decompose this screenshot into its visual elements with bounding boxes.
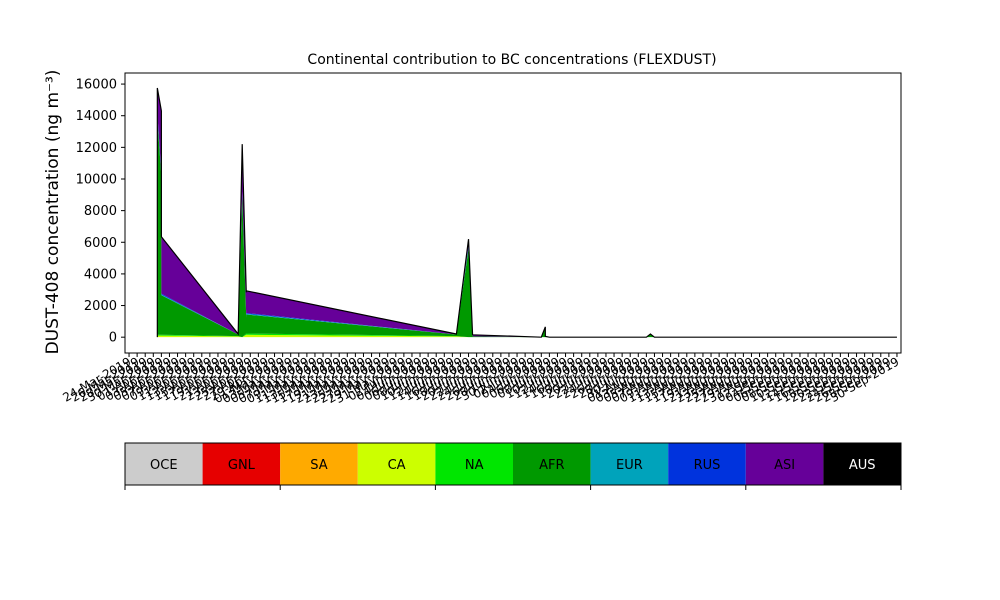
- y-tick-label: 14000: [76, 109, 117, 124]
- chart-title: Continental contribution to BC concentra…: [307, 52, 716, 68]
- y-tick-label: 6000: [84, 236, 117, 251]
- y-tick-label: 8000: [84, 204, 117, 219]
- total-line: [156, 87, 897, 338]
- y-axis-label: DUST-408 concentration (ng m⁻³): [43, 70, 63, 355]
- legend-swatch-ca: [357, 443, 436, 485]
- area-asi: [157, 88, 897, 338]
- y-tick-label: 4000: [84, 267, 117, 282]
- legend-label-eur: EUR: [616, 458, 643, 473]
- legend-label-rus: RUS: [694, 458, 721, 473]
- y-tick-label: 2000: [84, 299, 117, 314]
- y-tick-label: 12000: [76, 141, 117, 156]
- legend-swatch-oce: [125, 443, 203, 485]
- y-tick-label: 0: [109, 331, 117, 346]
- legend-label-na: NA: [465, 458, 484, 473]
- legend-swatch-rus: [668, 443, 746, 485]
- legend-swatch-afr: [513, 443, 591, 485]
- legend-label-gnl: GNL: [228, 458, 256, 473]
- legend-swatch-na: [435, 443, 513, 485]
- legend-frame: [124, 442, 902, 486]
- total-outline: [156, 87, 897, 338]
- area-ca: [157, 334, 897, 338]
- region-colorbar: OCE GNL SA CA NA AFR EUR RUS ASI AUS: [124, 442, 902, 490]
- y-tick-label: 10000: [76, 172, 117, 187]
- legend-swatch-eur: [590, 443, 669, 485]
- legend-label-asi: ASI: [774, 458, 795, 473]
- legend-swatch-gnl: [202, 443, 281, 485]
- legend-swatch-aus: [823, 443, 901, 485]
- y-tick-label: 16000: [76, 78, 117, 93]
- legend-label-afr: AFR: [539, 458, 564, 473]
- legend-label-sa: SA: [310, 458, 327, 473]
- legend-label-aus: AUS: [849, 458, 876, 473]
- plot-frame: [124, 72, 902, 354]
- area-layers: [157, 88, 897, 338]
- legend-label-ca: CA: [388, 458, 406, 473]
- legend-label-oce: OCE: [150, 458, 178, 473]
- legend-swatch-asi: [745, 443, 824, 485]
- x-axis: 24-Mar-201926-Mar-201928-Mar-201930-Mar-…: [60, 353, 901, 406]
- legend-swatch-sa: [280, 443, 358, 485]
- y-axis: 0 2000 4000 6000 8000 10000 12000 14000 16000: [76, 78, 125, 346]
